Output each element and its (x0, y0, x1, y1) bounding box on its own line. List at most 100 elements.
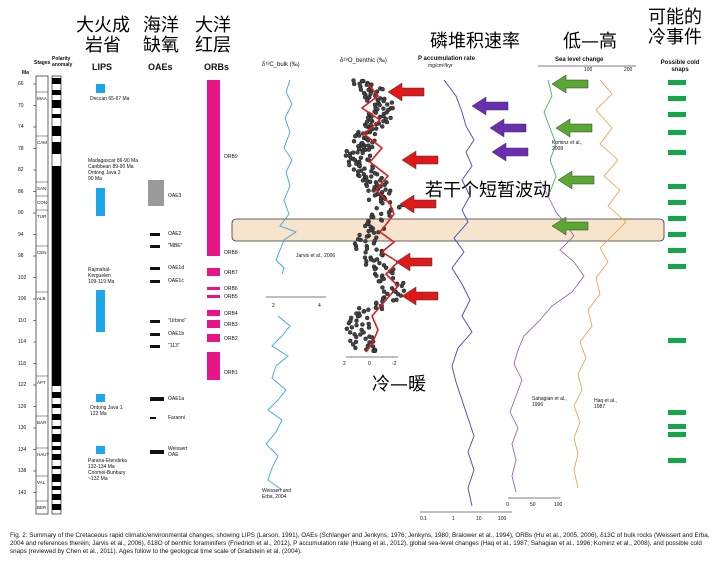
age-tick-label: 134 (18, 446, 27, 453)
d18o-point (360, 178, 366, 183)
oae2-label: OAE2 (168, 231, 182, 237)
p-rate-tick: 1 (452, 516, 455, 522)
d18o-point (357, 313, 362, 318)
d18o-point (347, 330, 353, 335)
d18o-point (354, 323, 359, 328)
oae1a-label: OAE1a (168, 396, 185, 402)
d18o-point (369, 168, 374, 174)
d18o-point (357, 173, 362, 179)
d18o-point (343, 153, 349, 158)
d18o-point (357, 232, 362, 238)
oae1d-bar (150, 267, 160, 270)
polarity-stripe (52, 426, 61, 429)
cold-snap-bar (668, 112, 686, 117)
d18o-point (354, 334, 359, 340)
d13c-curve (275, 79, 297, 275)
d18o-point (376, 279, 381, 284)
d18o-point (360, 322, 365, 327)
d18o-header: δ¹⁸O_benthic (‰) (340, 58, 387, 64)
d18o-point (362, 166, 367, 171)
cold-snap-bar (668, 432, 686, 437)
lips-annotation: 大火成 岩省 (76, 15, 130, 56)
d18o-point (358, 332, 363, 337)
d18o-point (367, 153, 373, 159)
orb8-bar (207, 250, 220, 256)
age-tick-label: 130 (18, 425, 27, 431)
age-tick-label: 138 (18, 468, 27, 474)
orb1-bar (207, 352, 220, 380)
d18o-point (361, 330, 366, 335)
d18o-point (387, 191, 392, 196)
polarity-stripe (52, 474, 61, 482)
d18o-point (344, 148, 349, 154)
stage-label: TUR (37, 214, 47, 219)
cold-snap-bar (668, 150, 686, 155)
d18o-point (379, 306, 385, 312)
polarity-stripe (52, 392, 61, 398)
orb9-label: ORB9 (224, 154, 238, 160)
d18o-point (387, 213, 392, 218)
orb5-label: ORB5 (224, 294, 238, 300)
oae1c-bar (150, 280, 160, 283)
age-tick-label: 74 (18, 124, 24, 130)
weissert-oae-bar (150, 450, 164, 454)
polarity-stripe (52, 454, 61, 460)
purple-arrow (489, 118, 527, 138)
d18o-point (360, 150, 365, 156)
d18o-point (366, 188, 371, 193)
orbs-header: ORBs (204, 62, 230, 72)
green-arrow (551, 216, 589, 236)
ref-sahagian: Sahagian et al., 1996 (532, 396, 567, 408)
cold-snap-bar (668, 200, 686, 205)
polarity-stripe (52, 434, 61, 442)
figure-caption: Fig. 2. Summary of the Cretaceous rapid … (10, 532, 710, 555)
d18o-point (372, 170, 378, 176)
age-tick-label: 114 (18, 339, 26, 345)
d18o-point (364, 234, 370, 239)
cold-snap-bar (668, 264, 686, 269)
lip-rajmahal-label: Rajmahal- Kerguelen 109-119 Ma (88, 267, 115, 285)
polarity-stripe (52, 126, 61, 136)
d18o-point (389, 100, 395, 105)
d18o-point (357, 163, 362, 169)
d18o-point (366, 307, 371, 312)
d18o-point (366, 197, 372, 203)
lip-ontong-java-bar (96, 394, 105, 402)
d18o-point (352, 81, 357, 87)
d18o-point (366, 143, 371, 148)
d18o-point (382, 182, 387, 188)
sea-level-bottom-tick: 100 (554, 502, 563, 508)
age-tick-label: 90 (18, 210, 24, 216)
weissert-oae-label: Weissert OAE (168, 446, 188, 458)
d18o-point (363, 262, 369, 267)
sea-level-bottom-tick: 0 (506, 502, 509, 508)
cenomanian-turonian-band (231, 218, 665, 242)
d18o-point (364, 183, 370, 189)
d18o-point (374, 300, 379, 305)
red-arrow (401, 286, 439, 306)
age-tick-label: 110 (18, 317, 26, 324)
d18o-tick: 0 (368, 361, 371, 367)
age-tick-label: 142 (18, 489, 27, 496)
d18o-tick: -2 (392, 361, 397, 367)
d18o-point (362, 255, 368, 260)
age-tick-label: 98 (18, 253, 24, 259)
red-arrow (401, 150, 439, 170)
d18o-point (365, 315, 370, 321)
mbe-bar (150, 245, 160, 248)
d18o-point (359, 78, 365, 84)
ma-header: Ma (22, 70, 29, 76)
polarity-stripe (52, 142, 61, 154)
oae1a-bar (150, 397, 164, 401)
d18o-point (381, 276, 386, 282)
orb3-label: ORB3 (224, 322, 238, 328)
d18o-point (372, 131, 378, 137)
cold-snap-bar (668, 338, 686, 343)
d18o-point (355, 150, 360, 155)
d18o-point (346, 321, 352, 326)
cold-snap-bar (668, 96, 686, 101)
d18o-point (350, 342, 356, 347)
d18o-point (351, 167, 357, 172)
cold-snap-bar (668, 130, 686, 135)
